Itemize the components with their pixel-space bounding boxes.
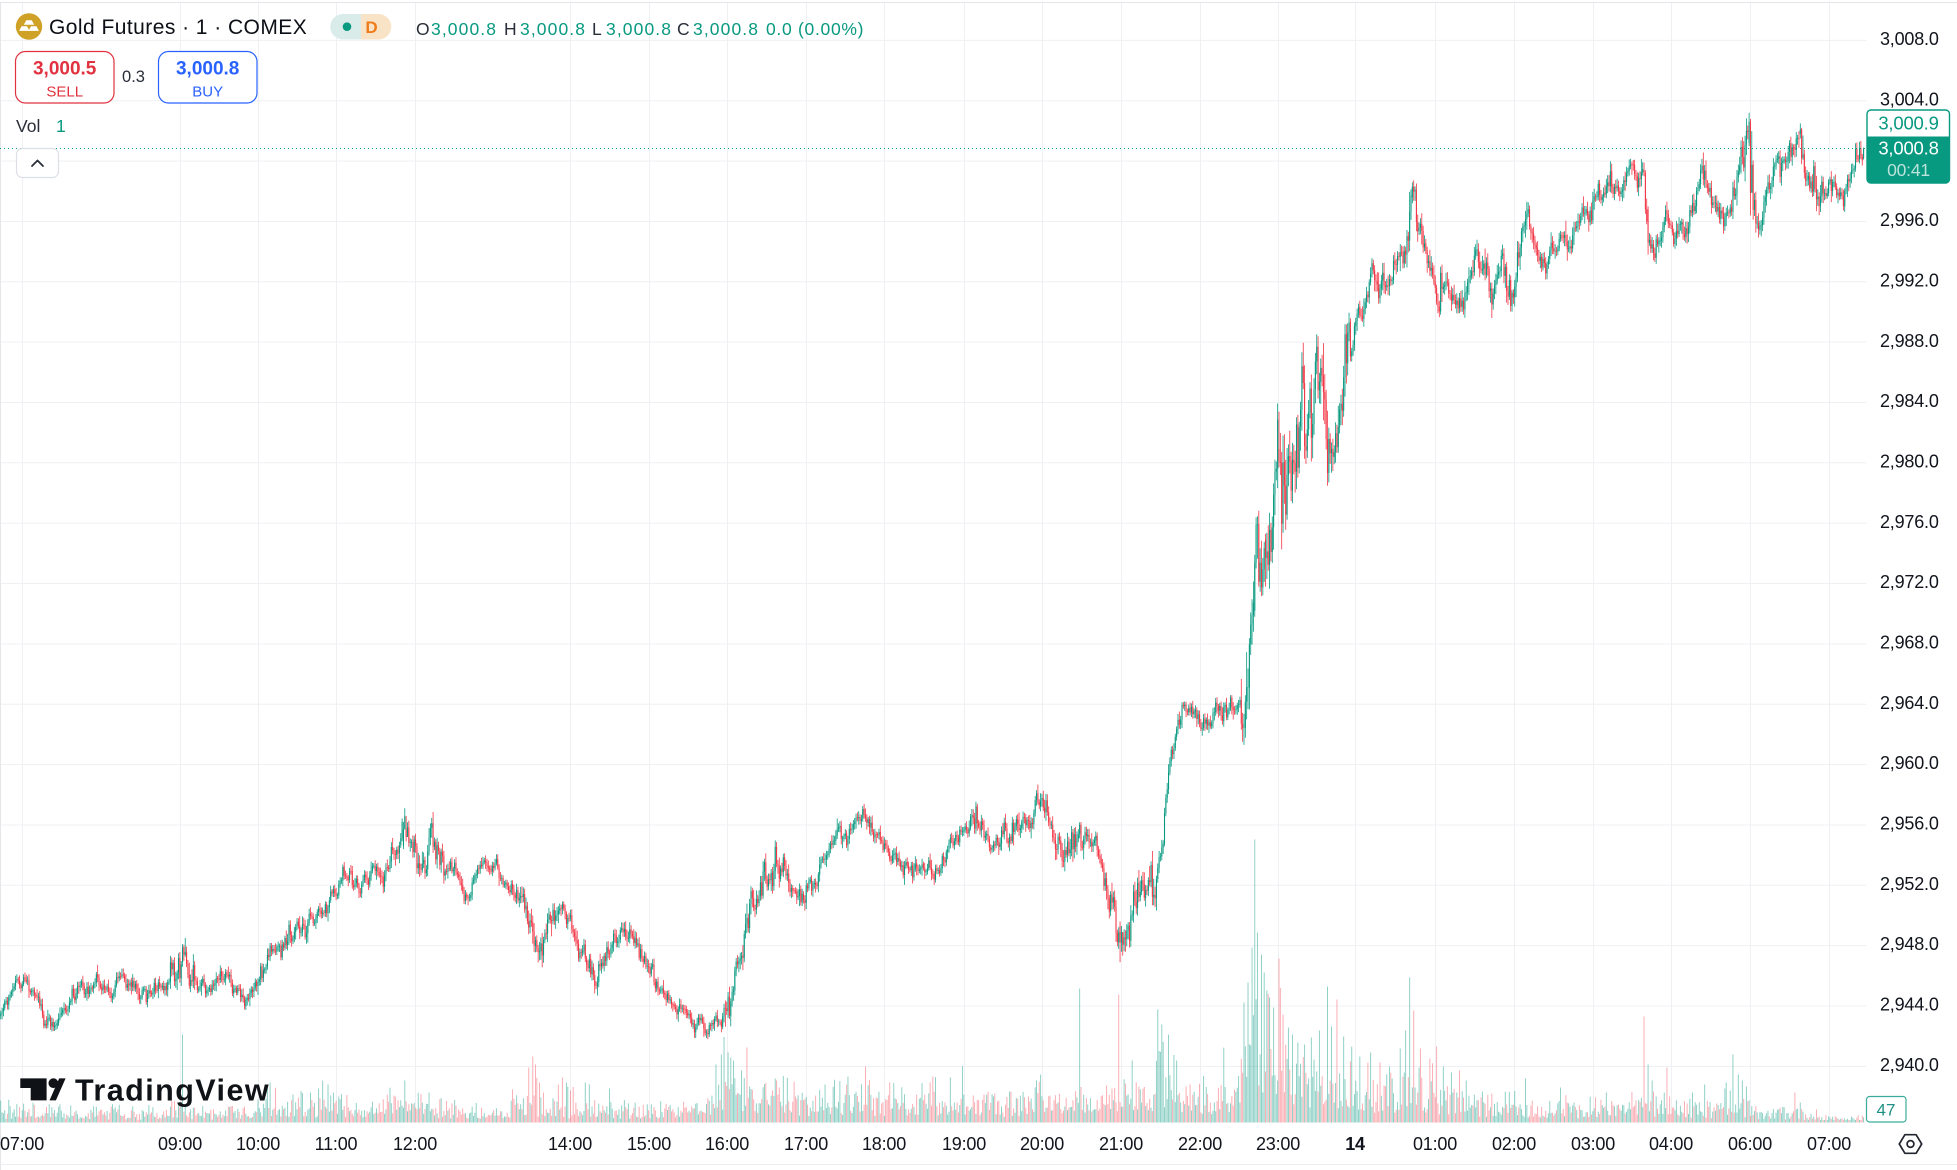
svg-text:0.0 (0.00%): 0.0 (0.00%) xyxy=(766,19,864,39)
svg-text:C: C xyxy=(677,19,689,39)
svg-text:O: O xyxy=(416,19,429,39)
svg-text:07:00: 07:00 xyxy=(0,1134,44,1154)
svg-text:04:00: 04:00 xyxy=(1649,1134,1693,1154)
svg-text:03:00: 03:00 xyxy=(1571,1134,1615,1154)
svg-text:3,000.9: 3,000.9 xyxy=(1878,113,1938,134)
svg-text:19:00: 19:00 xyxy=(942,1134,986,1154)
svg-text:L: L xyxy=(592,19,602,39)
svg-text:12:00: 12:00 xyxy=(393,1134,437,1154)
svg-text:01:00: 01:00 xyxy=(1413,1134,1457,1154)
svg-text:2,944.0: 2,944.0 xyxy=(1880,995,1939,1015)
svg-text:06:00: 06:00 xyxy=(1728,1134,1772,1154)
svg-text:D: D xyxy=(365,18,377,37)
svg-text:2,996.0: 2,996.0 xyxy=(1880,210,1939,230)
svg-text:09:00: 09:00 xyxy=(158,1134,202,1154)
svg-text:2,972.0: 2,972.0 xyxy=(1880,572,1939,592)
svg-text:02:00: 02:00 xyxy=(1492,1134,1536,1154)
svg-text:22:00: 22:00 xyxy=(1178,1134,1222,1154)
svg-text:SELL: SELL xyxy=(46,84,83,101)
svg-text:BUY: BUY xyxy=(192,84,223,101)
svg-text:2,952.0: 2,952.0 xyxy=(1880,874,1939,894)
svg-text:3,000.8: 3,000.8 xyxy=(693,19,759,39)
svg-text:23:00: 23:00 xyxy=(1256,1134,1300,1154)
svg-text:2,960.0: 2,960.0 xyxy=(1880,753,1939,773)
svg-text:0.3: 0.3 xyxy=(122,68,145,86)
svg-text:15:00: 15:00 xyxy=(627,1134,671,1154)
svg-text:2,940.0: 2,940.0 xyxy=(1880,1055,1939,1075)
svg-text:3,000.5: 3,000.5 xyxy=(33,59,97,80)
svg-text:2,948.0: 2,948.0 xyxy=(1880,934,1939,954)
svg-text:1: 1 xyxy=(56,116,66,136)
svg-text:17:00: 17:00 xyxy=(784,1134,828,1154)
svg-text:2,984.0: 2,984.0 xyxy=(1880,391,1939,411)
svg-text:14: 14 xyxy=(1345,1134,1365,1154)
svg-text:10:00: 10:00 xyxy=(236,1134,280,1154)
svg-text:2,988.0: 2,988.0 xyxy=(1880,331,1939,351)
svg-text:2,968.0: 2,968.0 xyxy=(1880,633,1939,653)
svg-text:3,008.0: 3,008.0 xyxy=(1880,29,1939,49)
svg-text:3,000.8: 3,000.8 xyxy=(431,19,497,39)
svg-text:3,000.8: 3,000.8 xyxy=(606,19,672,39)
svg-text:47: 47 xyxy=(1877,1101,1896,1120)
svg-text:11:00: 11:00 xyxy=(315,1134,358,1154)
svg-text:3,000.8: 3,000.8 xyxy=(176,59,239,80)
svg-text:2,992.0: 2,992.0 xyxy=(1880,270,1939,290)
svg-text:TradingView: TradingView xyxy=(75,1074,270,1108)
svg-text:2,956.0: 2,956.0 xyxy=(1880,814,1939,834)
svg-text:3,000.8: 3,000.8 xyxy=(1878,138,1938,159)
svg-text:2,964.0: 2,964.0 xyxy=(1880,693,1939,713)
svg-text:Gold Futures · 1 · COMEX: Gold Futures · 1 · COMEX xyxy=(49,16,307,39)
svg-text:16:00: 16:00 xyxy=(705,1134,749,1154)
svg-text:07:00: 07:00 xyxy=(1807,1134,1851,1154)
svg-text:18:00: 18:00 xyxy=(862,1134,906,1154)
svg-text:20:00: 20:00 xyxy=(1020,1134,1064,1154)
svg-text:00:41: 00:41 xyxy=(1887,160,1930,180)
svg-text:2,980.0: 2,980.0 xyxy=(1880,451,1939,471)
svg-text:3,000.8: 3,000.8 xyxy=(520,19,586,39)
svg-text:21:00: 21:00 xyxy=(1099,1134,1143,1154)
svg-text:H: H xyxy=(504,19,516,39)
svg-text:3,004.0: 3,004.0 xyxy=(1880,89,1939,109)
svg-text:Vol: Vol xyxy=(16,116,40,136)
svg-text:14:00: 14:00 xyxy=(548,1134,592,1154)
svg-text:2,976.0: 2,976.0 xyxy=(1880,512,1939,532)
